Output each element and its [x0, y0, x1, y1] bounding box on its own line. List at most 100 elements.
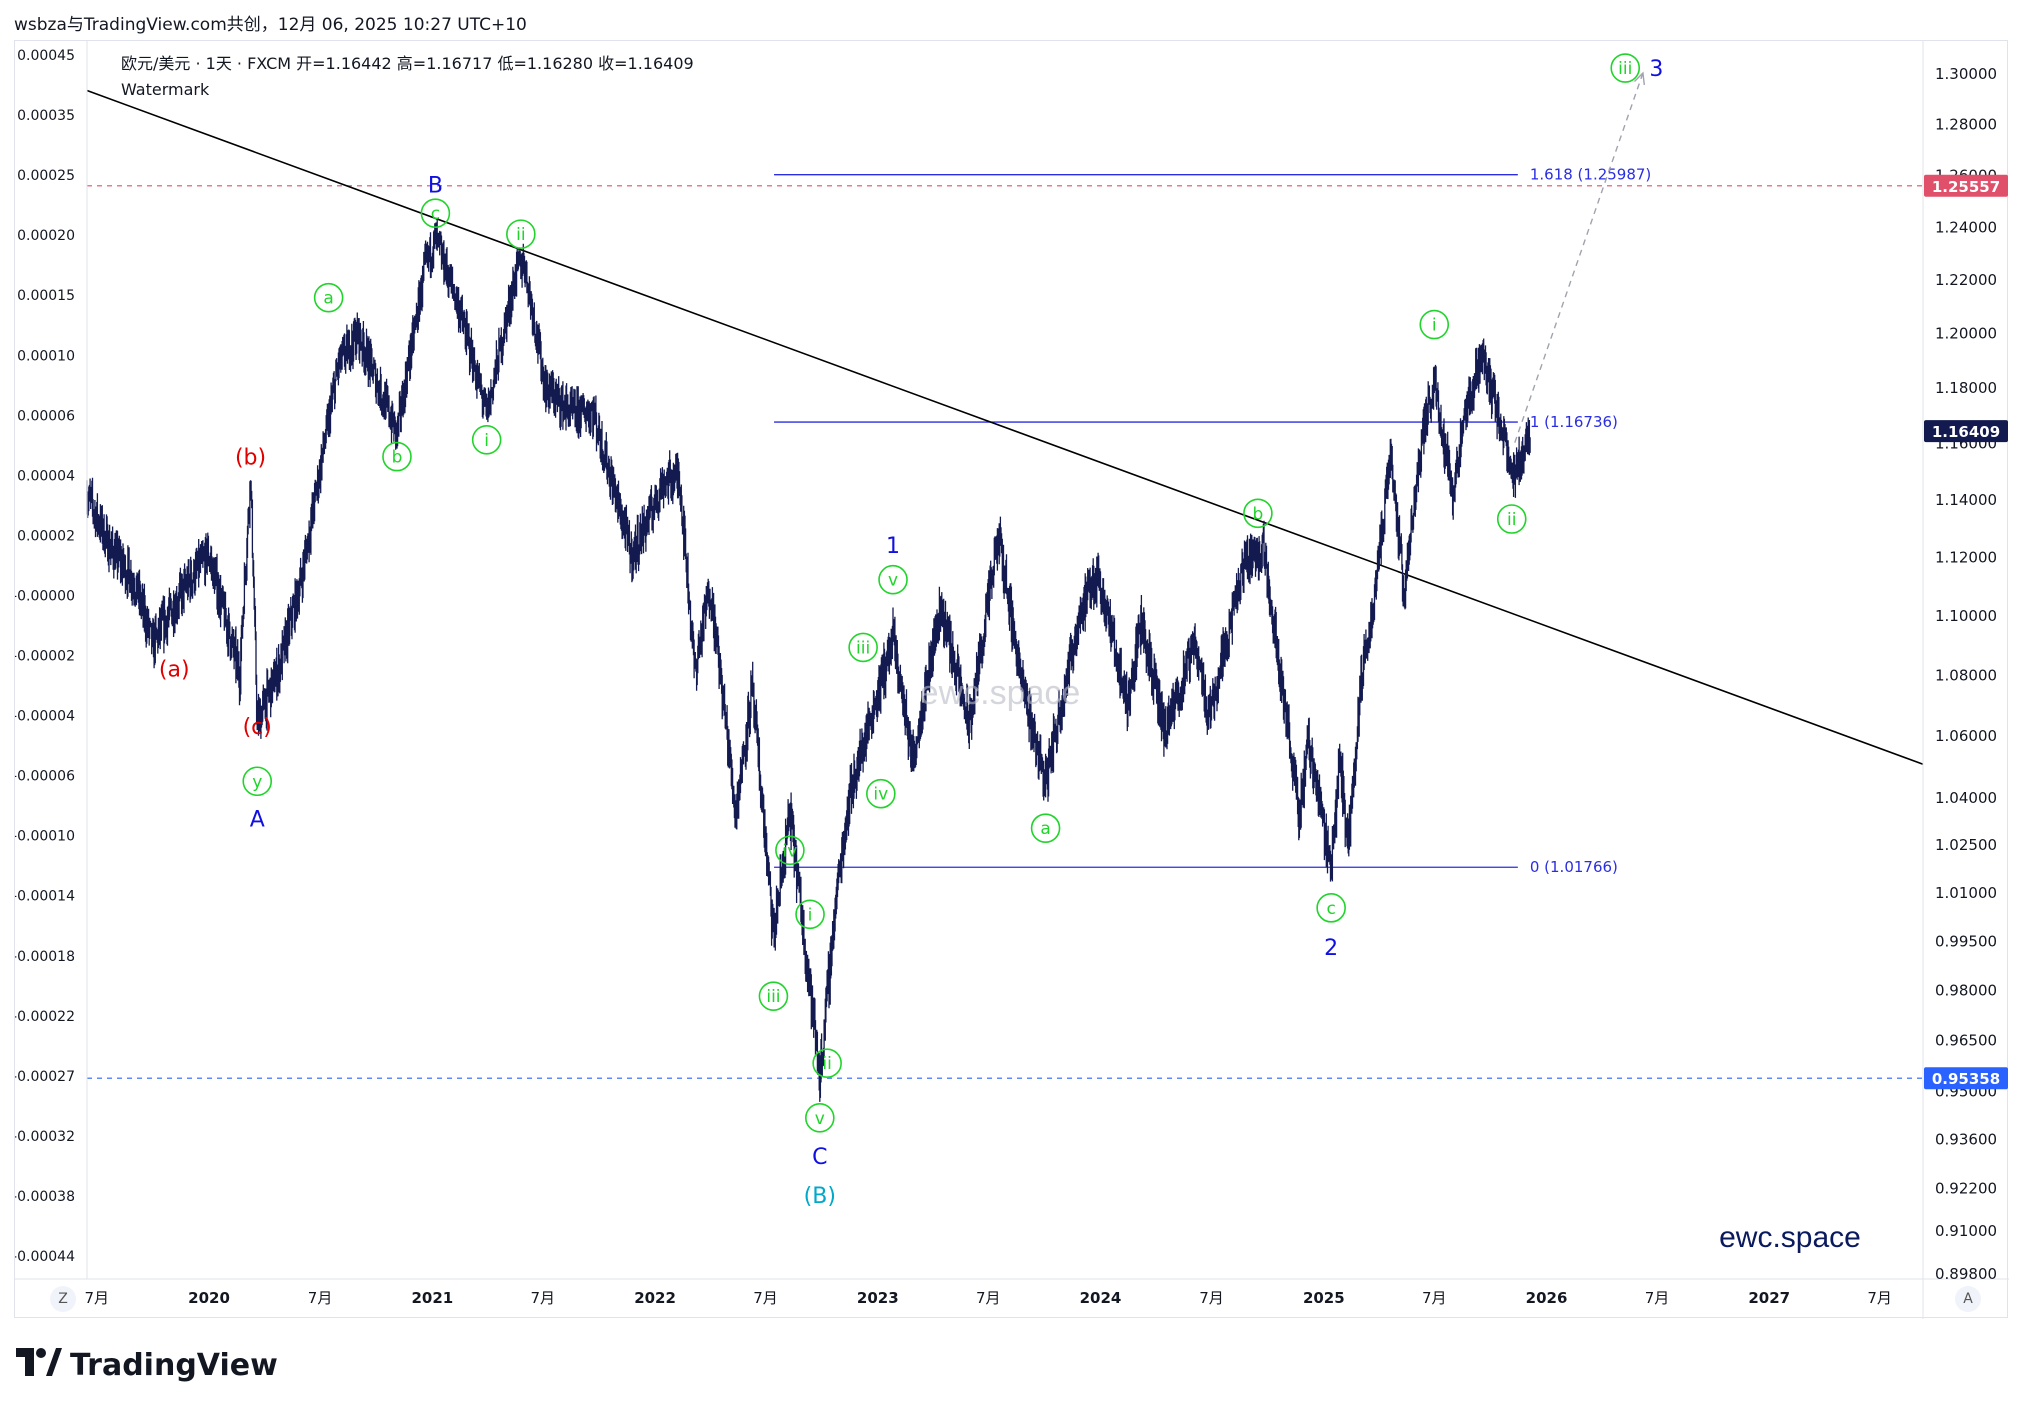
wave-label: (B): [804, 1184, 836, 1209]
time-axis-tick: 2020: [188, 1289, 230, 1307]
wave-label-circle: [1243, 498, 1273, 529]
auto-scale-right-button[interactable]: A: [1955, 1286, 1981, 1312]
wave-label: (c): [243, 715, 272, 740]
support-price-label: 0.95358: [1932, 1070, 2000, 1088]
right-axis-tick: 1.08000: [1935, 666, 1997, 684]
wave-label-circle: [805, 1103, 835, 1133]
wave-label: iii: [766, 987, 780, 1007]
right-axis-tick: 0.98000: [1935, 982, 1997, 1000]
projection-path: [1514, 72, 1644, 443]
wave-label-circle: [382, 441, 412, 472]
left-axis-tick: 0.00035: [17, 108, 75, 124]
corner-watermark: ewc.space: [1719, 1221, 1861, 1254]
chart-frame[interactable]: 1.618 (1.25987) 1 (1.16736) 0 (1.01766) (a…: [14, 40, 2009, 1319]
left-axis-tick: -0.00044: [15, 1249, 75, 1265]
left-axis-tick: 0.00020: [17, 228, 75, 244]
wave-label: i: [808, 905, 813, 925]
time-axis-tick: 2026: [1526, 1289, 1568, 1307]
time-axis-tick: 7月: [1867, 1289, 1892, 1307]
time-axis-tick: 2027: [1748, 1289, 1790, 1307]
wave-label-circle: [506, 219, 536, 249]
wave-label: i: [1432, 316, 1437, 336]
right-axis-tick: 1.18000: [1935, 379, 1997, 397]
wave-label: v: [815, 1109, 825, 1129]
left-axis-tick: -0.00038: [15, 1189, 75, 1205]
wave-label: A: [250, 808, 265, 833]
wave-label-circle: [795, 899, 825, 930]
right-axis-tick: 0.93600: [1935, 1131, 1997, 1149]
time-axis-tick: 2022: [634, 1289, 676, 1307]
wave-label-circle: [420, 198, 451, 229]
wave-label: 3: [1649, 57, 1663, 82]
wave-label: iv: [873, 785, 888, 805]
wave-label: ii: [1507, 510, 1516, 530]
right-axis-tick: 0.92200: [1935, 1179, 1997, 1197]
fib-extension[interactable]: 1.618 (1.25987) 1 (1.16736) 0 (1.01766): [774, 166, 1651, 877]
time-axis-tick: 7月: [1199, 1289, 1224, 1307]
horizontal-lines[interactable]: [87, 185, 1923, 1079]
left-axis-tick: -0.00014: [15, 889, 75, 905]
wave-label-circle: [1496, 504, 1527, 534]
wave-label-circle: [812, 1048, 842, 1079]
time-axis-tick: 7月: [531, 1289, 556, 1307]
left-axis-tick: -0.00006: [15, 769, 75, 785]
wave-label-circle: [1610, 53, 1641, 83]
right-axis-tick: 1.04000: [1935, 789, 1997, 807]
resistance-price-label: 1.25557: [1932, 178, 2000, 196]
right-axis-tick: 0.89800: [1935, 1265, 1997, 1283]
right-axis-tick: 0.91000: [1935, 1222, 1997, 1240]
wave-label-circle: [775, 835, 805, 866]
left-axis-tick: -0.00027: [15, 1069, 75, 1085]
support-price-tag: [1924, 1067, 2008, 1090]
left-axis-tick: -0.00002: [15, 649, 75, 665]
projection-arrowhead: [1633, 71, 1646, 86]
fib-level-label: 1 (1.16736): [1530, 413, 1618, 431]
wave-label: iv: [783, 841, 798, 861]
tradingview-logo-icon: [16, 1346, 62, 1384]
auto-scale-left-button[interactable]: Z: [50, 1286, 76, 1312]
wave-label-circle: [1419, 309, 1450, 340]
right-axis-tick: 0.96500: [1935, 1032, 1997, 1050]
wave-label: ii: [516, 225, 525, 245]
left-axis-tick: -0.00010: [15, 829, 75, 845]
left-axis-tick: 0.00015: [17, 288, 75, 304]
wave-label: 2: [1324, 936, 1338, 961]
time-axis-tick: 7月: [84, 1289, 109, 1307]
wave-label: iii: [856, 638, 870, 658]
right-axis-tick: 1.01000: [1935, 884, 1997, 902]
fib-level-label: 1.618 (1.25987): [1530, 166, 1651, 184]
tradingview-logo[interactable]: TradingView: [16, 1346, 278, 1384]
projection-layer[interactable]: [1514, 71, 1646, 443]
wave-label: B: [428, 174, 443, 199]
right-axis-tick: 1.28000: [1935, 115, 1997, 133]
right-axis-tick: 1.14000: [1935, 491, 1997, 509]
wave-label: iii: [1618, 59, 1632, 79]
wave-label-circle: [848, 632, 878, 663]
time-axis-tick: 7月: [753, 1289, 778, 1307]
trendline-layer[interactable]: [86, 89, 1924, 765]
left-axis-tick: 0.00025: [17, 168, 75, 184]
right-axis-tick: 1.30000: [1935, 65, 1997, 83]
right-axis-tick: 1.06000: [1935, 727, 1997, 745]
time-axis-tick: 7月: [1422, 1289, 1447, 1307]
price-chart[interactable]: 1.618 (1.25987) 1 (1.16736) 0 (1.01766) (a…: [15, 41, 2009, 1319]
fib-level-label: 0 (1.01766): [1530, 858, 1618, 876]
last-price-label: 1.16409: [1932, 423, 2000, 441]
left-axis-tick: 0.00002: [17, 528, 75, 544]
left-axis-tick: 0.00010: [17, 348, 75, 364]
wave-label: c: [1326, 899, 1335, 919]
wave-label: b: [392, 448, 403, 468]
resistance-price-tag: [1924, 174, 2008, 197]
left-axis-tick: 0.00045: [17, 48, 75, 64]
time-axis-tick: 2025: [1303, 1289, 1345, 1307]
left-axis-tick: -0.00032: [15, 1129, 75, 1145]
wave-label-circle: [313, 282, 344, 313]
wave-label: a: [323, 289, 333, 309]
chart-caption: wsbza与TradingView.com共创，12月 06, 2025 10:…: [14, 15, 527, 35]
wave-labels[interactable]: (a)(b)(c)yAabcBiiiiviiiiiivC(B)iiiivv1ab…: [159, 53, 1663, 1209]
time-axis-tick: 2024: [1080, 1289, 1122, 1307]
candles: [86, 217, 1531, 1102]
right-axis-tick: 1.22000: [1935, 271, 1997, 289]
wave-label: 1: [886, 534, 900, 559]
time-axis-tick: 7月: [308, 1289, 333, 1307]
